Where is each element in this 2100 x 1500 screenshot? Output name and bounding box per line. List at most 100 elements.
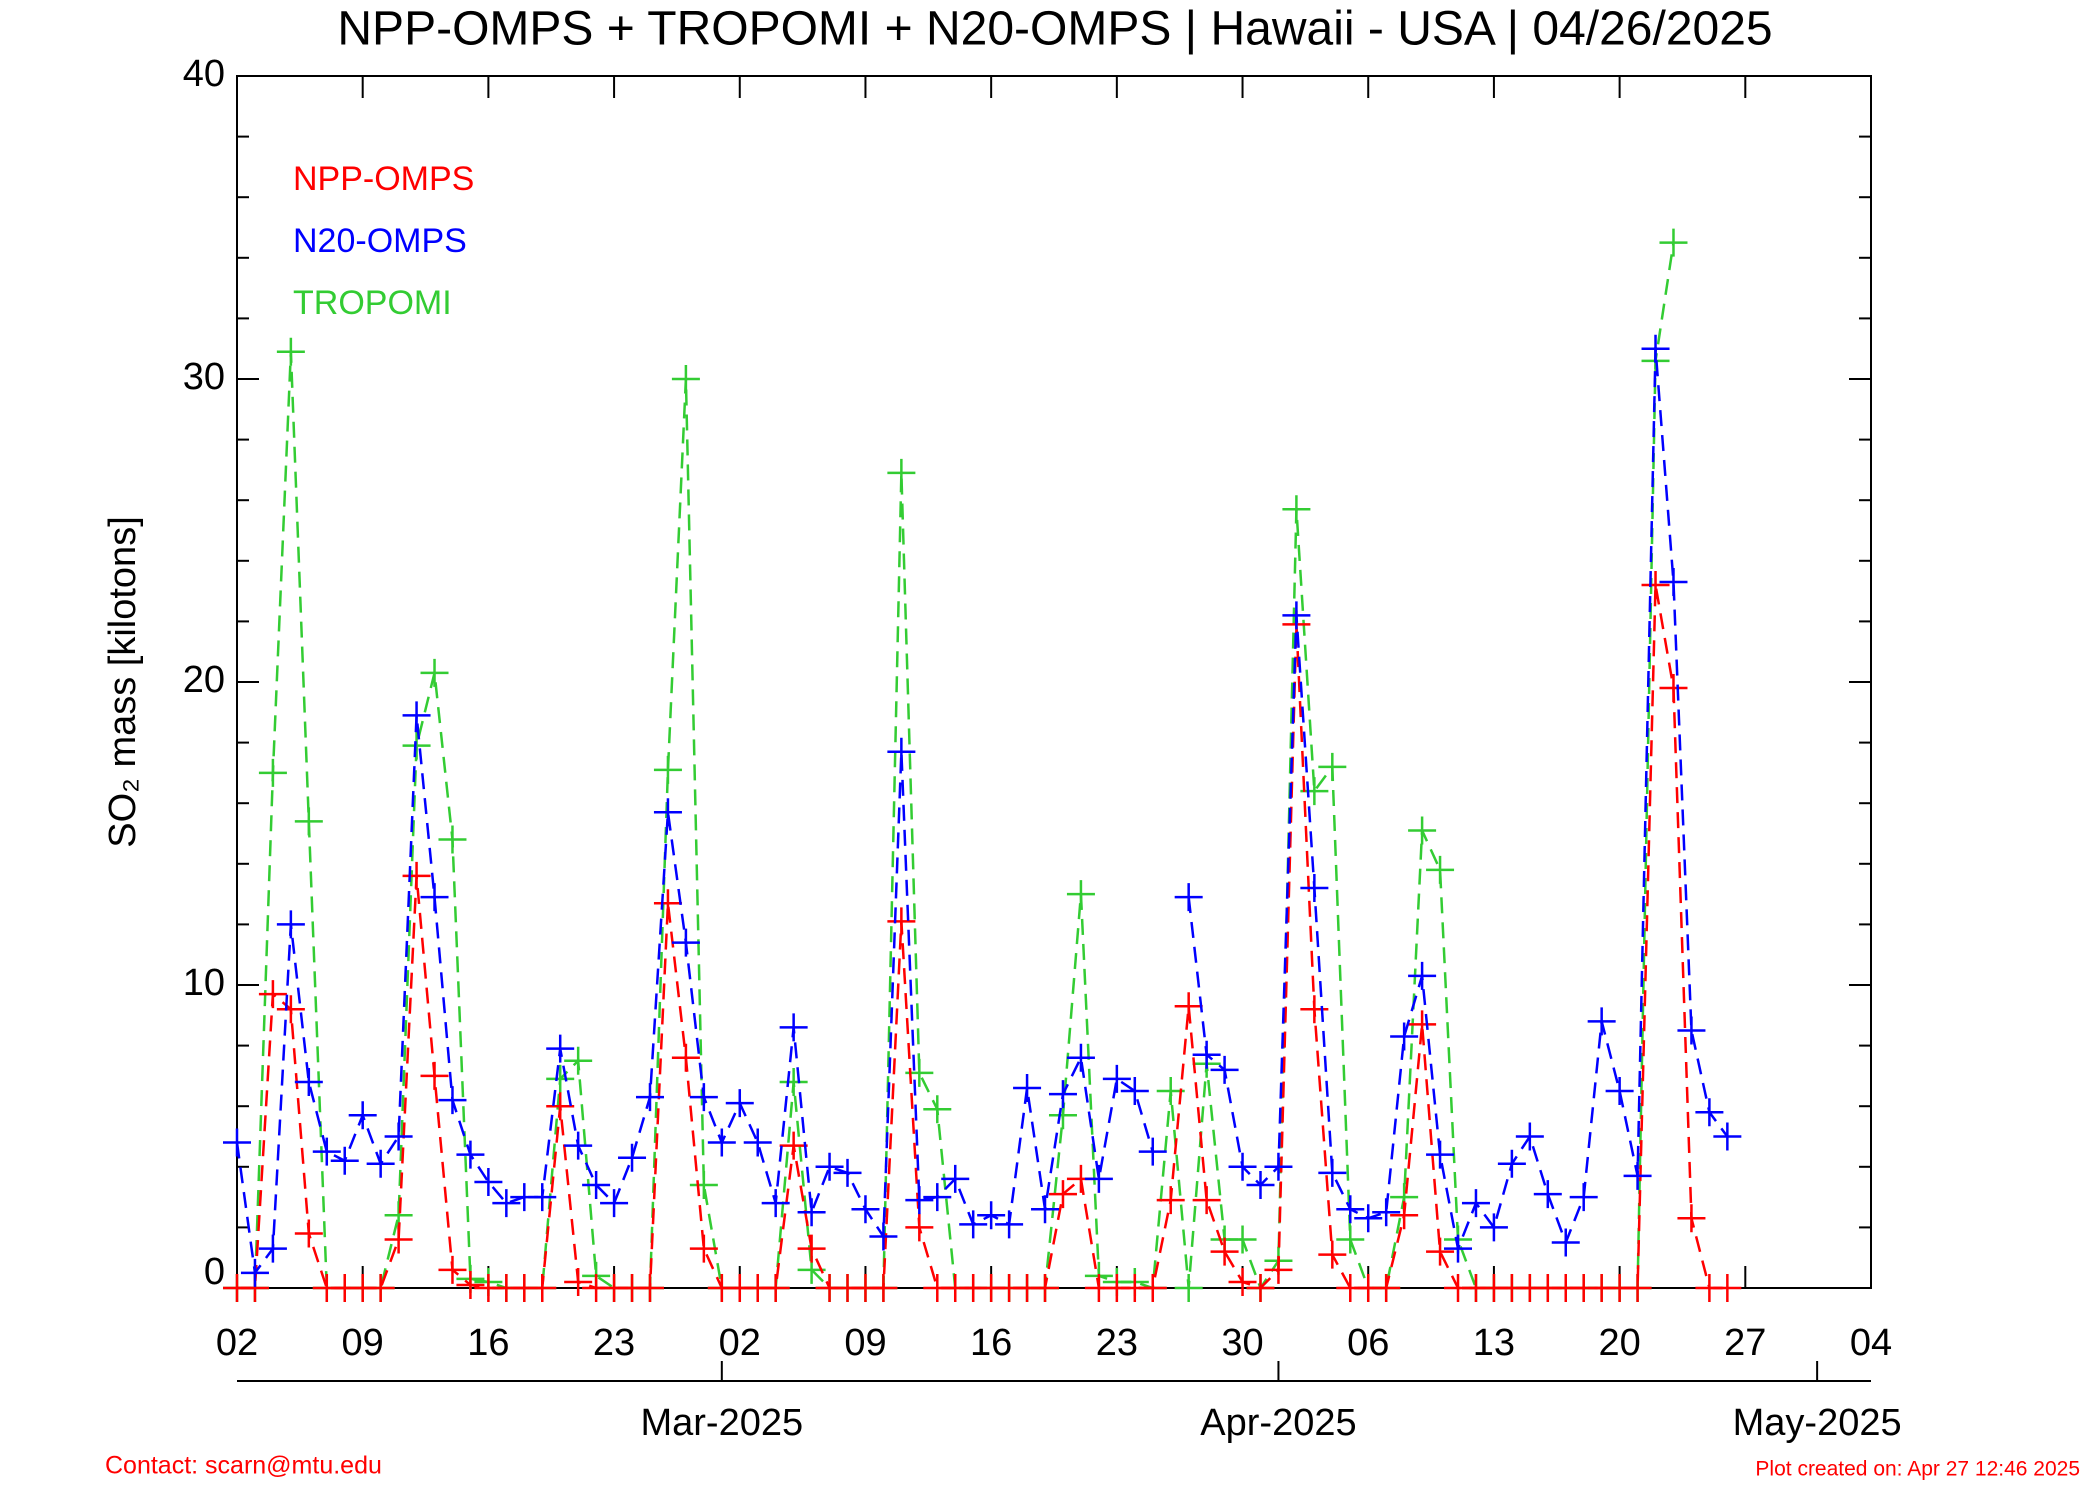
data-marker: [438, 1086, 467, 1115]
data-marker: [402, 701, 431, 730]
data-marker: [223, 1128, 251, 1157]
x-tick-label: 06: [1347, 1322, 1389, 1364]
data-marker: [456, 1270, 485, 1299]
data-marker: [366, 1149, 395, 1178]
data-marker: [276, 995, 305, 1024]
data-marker: [1623, 1274, 1652, 1302]
data-marker: [1372, 1274, 1401, 1302]
data-marker: [779, 1013, 808, 1042]
data-marker: [1246, 1274, 1275, 1302]
data-marker: [294, 1219, 323, 1248]
data-marker: [887, 907, 916, 936]
x-tick-label: 20: [1598, 1322, 1640, 1364]
data-marker: [258, 758, 287, 787]
data-marker: [887, 737, 916, 766]
data-marker: [1192, 1040, 1221, 1069]
data-marker: [1138, 1137, 1167, 1166]
series-line: [1187, 348, 1729, 1254]
data-marker: [653, 798, 682, 827]
data-marker: [1515, 1122, 1544, 1151]
data-marker: [1300, 874, 1329, 903]
data-marker: [330, 1146, 359, 1175]
data-marker: [869, 1222, 898, 1251]
x-tick-label: 23: [593, 1322, 635, 1364]
data-marker: [869, 1274, 898, 1302]
data-marker: [384, 1225, 413, 1254]
month-tick-label: Apr-2025: [1200, 1402, 1356, 1444]
data-marker: [653, 889, 682, 918]
data-marker: [1623, 1161, 1652, 1190]
data-marker: [977, 1201, 1006, 1230]
data-marker: [1048, 1080, 1077, 1109]
data-marker: [1659, 674, 1688, 703]
data-marker: [492, 1189, 521, 1218]
data-marker: [1102, 1064, 1131, 1093]
y-tick-label: 40: [183, 53, 225, 95]
data-marker: [671, 365, 700, 393]
data-marker: [546, 1092, 575, 1121]
x-tick-label: 16: [970, 1322, 1012, 1364]
x-tick-label: 09: [844, 1322, 886, 1364]
data-marker: [1318, 1158, 1347, 1187]
data-marker: [564, 1046, 593, 1075]
data-marker: [671, 928, 700, 957]
chart-title: NPP-OMPS + TROPOMI + N20-OMPS | Hawaii -…: [337, 3, 1772, 56]
data-marker: [779, 1131, 808, 1160]
y-tick-label: 0: [204, 1251, 225, 1293]
data-marker: [1551, 1228, 1580, 1257]
data-marker: [546, 1064, 575, 1093]
data-marker: [1210, 1237, 1239, 1266]
data-marker: [761, 1189, 790, 1218]
data-marker: [1300, 995, 1329, 1024]
data-marker: [1390, 1022, 1419, 1051]
footer-created: Plot created on: Apr 27 12:46 2025: [1755, 1458, 2080, 1481]
data-marker: [312, 1137, 341, 1166]
legend-entry: NPP-OMPS: [293, 160, 474, 198]
data-marker: [923, 1183, 952, 1212]
data-marker: [779, 1067, 808, 1096]
data-marker: [1031, 1195, 1060, 1224]
data-marker: [797, 1234, 826, 1263]
x-tick-label: 27: [1724, 1322, 1766, 1364]
series-line: [237, 584, 1728, 1290]
data-marker: [815, 1152, 844, 1181]
data-marker: [1120, 1077, 1149, 1106]
data-marker: [1084, 1164, 1113, 1193]
data-marker: [1336, 1195, 1365, 1224]
y-tick-label: 10: [183, 962, 225, 1004]
data-marker: [1336, 1225, 1365, 1254]
data-marker: [1605, 1077, 1634, 1106]
data-marker: [1533, 1180, 1562, 1209]
data-marker: [1641, 571, 1670, 600]
data-marker: [1354, 1204, 1383, 1233]
series-line: [237, 242, 1675, 1291]
data-marker: [276, 337, 305, 366]
data-marker: [402, 861, 431, 890]
data-marker: [1408, 961, 1437, 990]
data-marker: [1282, 495, 1311, 524]
data-marker: [887, 458, 916, 487]
month-tick-label: May-2025: [1733, 1402, 1902, 1444]
data-marker: [707, 1128, 736, 1157]
data-marker: [1013, 1074, 1042, 1103]
data-marker: [1228, 1267, 1257, 1296]
data-marker: [1174, 1274, 1203, 1302]
y-tick-label: 30: [183, 356, 225, 398]
data-marker: [905, 1186, 934, 1215]
data-marker: [1318, 752, 1347, 781]
data-marker: [384, 1122, 413, 1151]
data-marker: [1031, 1274, 1060, 1302]
data-marker: [1390, 1201, 1419, 1230]
data-marker: [420, 1061, 449, 1090]
series-line: [235, 715, 1154, 1277]
legend-entry: N20-OMPS: [293, 222, 467, 260]
y-tick-label: 20: [183, 659, 225, 701]
data-marker: [743, 1128, 772, 1157]
data-marker: [420, 658, 449, 687]
data-marker: [635, 1274, 664, 1302]
data-marker: [276, 910, 305, 939]
data-marker: [1426, 855, 1455, 884]
data-marker: [1066, 1043, 1095, 1072]
